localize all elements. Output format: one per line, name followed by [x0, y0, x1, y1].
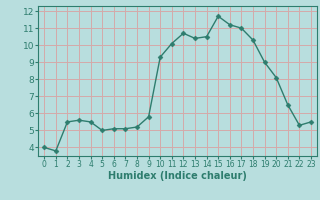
X-axis label: Humidex (Indice chaleur): Humidex (Indice chaleur)	[108, 171, 247, 181]
